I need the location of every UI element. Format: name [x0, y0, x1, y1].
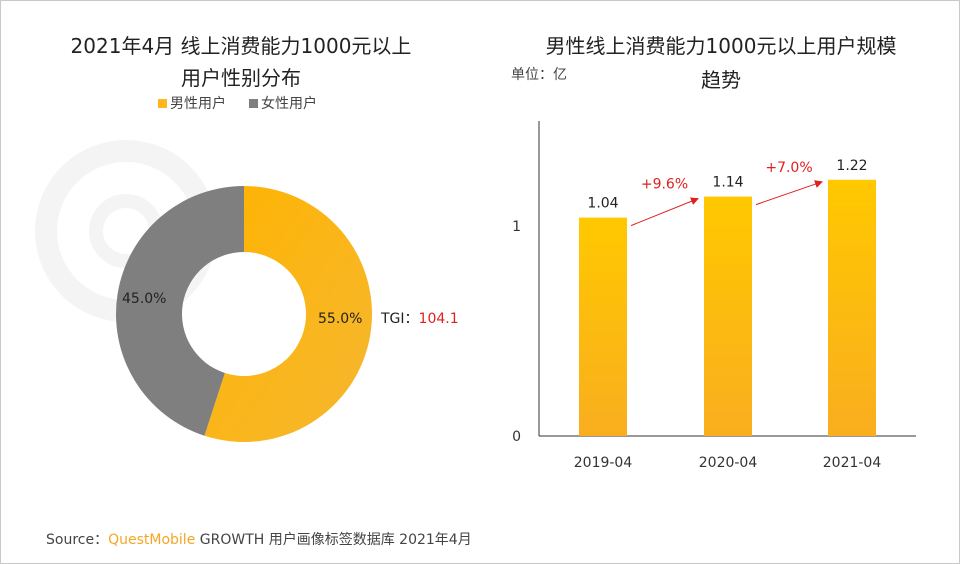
- growth-label: +7.0%: [765, 160, 812, 176]
- donut-slice-male: [204, 186, 373, 442]
- x-tick-label: 2020-04: [699, 455, 758, 471]
- bar-2021-04: [828, 179, 876, 437]
- tgi-label: TGI：: [381, 311, 419, 327]
- growth-arrow: [755, 180, 823, 206]
- legend-swatch-female: [249, 99, 258, 108]
- legend-label-male: 男性用户: [170, 96, 226, 112]
- x-tick-label: 2021-04: [823, 455, 882, 471]
- bar-value-label: 1.14: [712, 175, 743, 191]
- bar-value-label: 1.04: [587, 196, 618, 212]
- y-tick-label: 1: [512, 219, 521, 235]
- growth-label: +9.6%: [641, 177, 688, 193]
- legend-label-female: 女性用户: [261, 96, 317, 112]
- growth-arrow: [630, 197, 699, 227]
- bar-value-label: 1.22: [836, 158, 867, 174]
- bar-title-line1: 男性线上消费能力1000元以上用户规模: [545, 34, 897, 58]
- donut-slice-female: [116, 186, 244, 436]
- source-rest: GROWTH 用户画像标签数据库 2021年4月: [199, 532, 472, 548]
- legend-swatch-male: [158, 99, 167, 108]
- bar-2020-04: [704, 196, 752, 436]
- legend-female: 女性用户: [249, 96, 317, 112]
- source-brand: QuestMobile: [108, 532, 196, 548]
- source-prefix: Source：: [46, 532, 109, 548]
- y-tick-label: 0: [512, 429, 521, 445]
- unit-label: 单位：亿: [511, 67, 567, 83]
- slice-label-female: 45.0%: [122, 291, 167, 307]
- bar-title-line2: 趋势: [701, 68, 741, 92]
- tgi-annotation: TGI：104.1: [381, 311, 459, 327]
- source-line: Source：QuestMobile GROWTH 用户画像标签数据库 2021…: [46, 532, 472, 548]
- x-tick-label: 2019-04: [574, 455, 633, 471]
- donut-title-line1: 2021年4月 线上消费能力1000元以上: [70, 34, 412, 58]
- slice-label-male: 55.0%: [318, 311, 363, 327]
- donut-title-line2: 用户性别分布: [181, 66, 301, 90]
- bar-2019-04: [579, 217, 627, 436]
- tgi-value: 104.1: [418, 311, 459, 327]
- legend-male: 男性用户: [158, 96, 226, 112]
